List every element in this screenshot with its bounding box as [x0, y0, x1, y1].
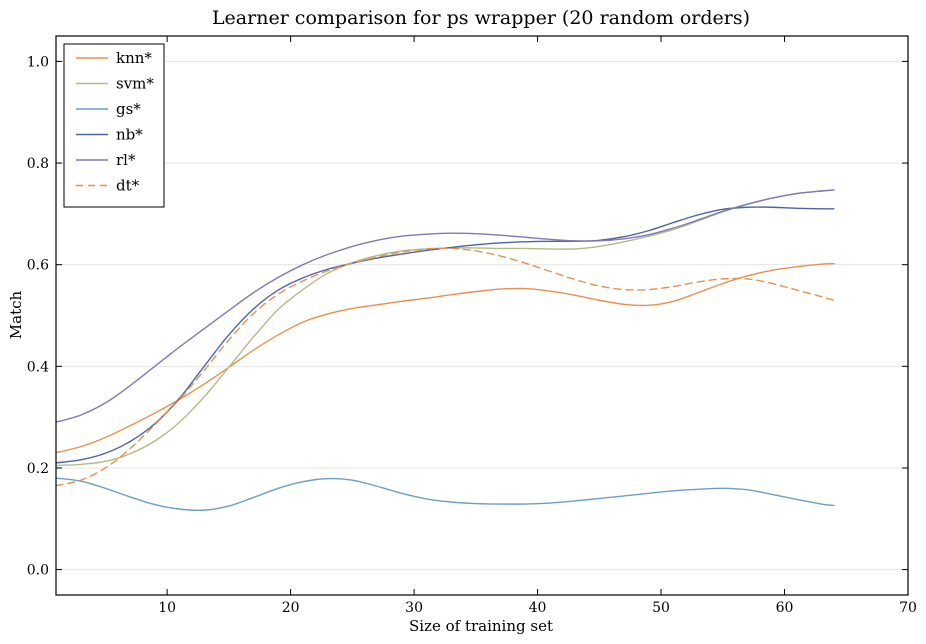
y-axis-label: Match: [7, 290, 25, 339]
y-tick-label: 0.0: [27, 563, 49, 579]
y-tick-label: 1.0: [27, 54, 49, 70]
x-tick-label: 40: [529, 600, 547, 616]
x-axis-label: Size of training set: [409, 617, 553, 635]
series-line-dt: [55, 247, 835, 487]
y-tick-label: 0.6: [27, 258, 49, 274]
tick-labels: 0.0 0.2 0.4 0.6 0.8 1.0 10 20 30 40 50 60 70: [27, 54, 917, 616]
axis-ticks: [56, 36, 909, 595]
legend-label: nb*: [116, 126, 143, 144]
legend-frame: [63, 43, 165, 208]
x-tick-label: 20: [282, 600, 300, 616]
series-line-rl: [55, 189, 835, 423]
legend-label: gs*: [116, 100, 141, 118]
y-tick-label: 0.2: [27, 461, 49, 477]
y-tick-label: 0.8: [27, 156, 49, 172]
legend-label: svm*: [116, 75, 154, 93]
y-tick-label: 0.4: [27, 359, 49, 375]
x-tick-label: 50: [652, 600, 670, 616]
legend: knn* svm* gs* nb* rl* dt*: [63, 43, 165, 208]
plot-frame: [55, 35, 909, 596]
series-line-knn: [55, 262, 835, 454]
series-line-gs: [55, 477, 835, 512]
chart-title: Learner comparison for ps wrapper (20 ra…: [212, 7, 750, 29]
x-tick-label: 70: [899, 600, 917, 616]
legend-label: knn*: [116, 49, 152, 67]
series-line-nb: [55, 206, 835, 464]
legend-label: dt*: [116, 177, 140, 195]
legend-label: rl*: [116, 151, 136, 169]
x-tick-label: 10: [158, 600, 176, 616]
x-tick-label: 60: [776, 600, 794, 616]
series-layer: [55, 189, 835, 512]
x-tick-label: 30: [405, 600, 423, 616]
grid-lines: [56, 60, 908, 571]
